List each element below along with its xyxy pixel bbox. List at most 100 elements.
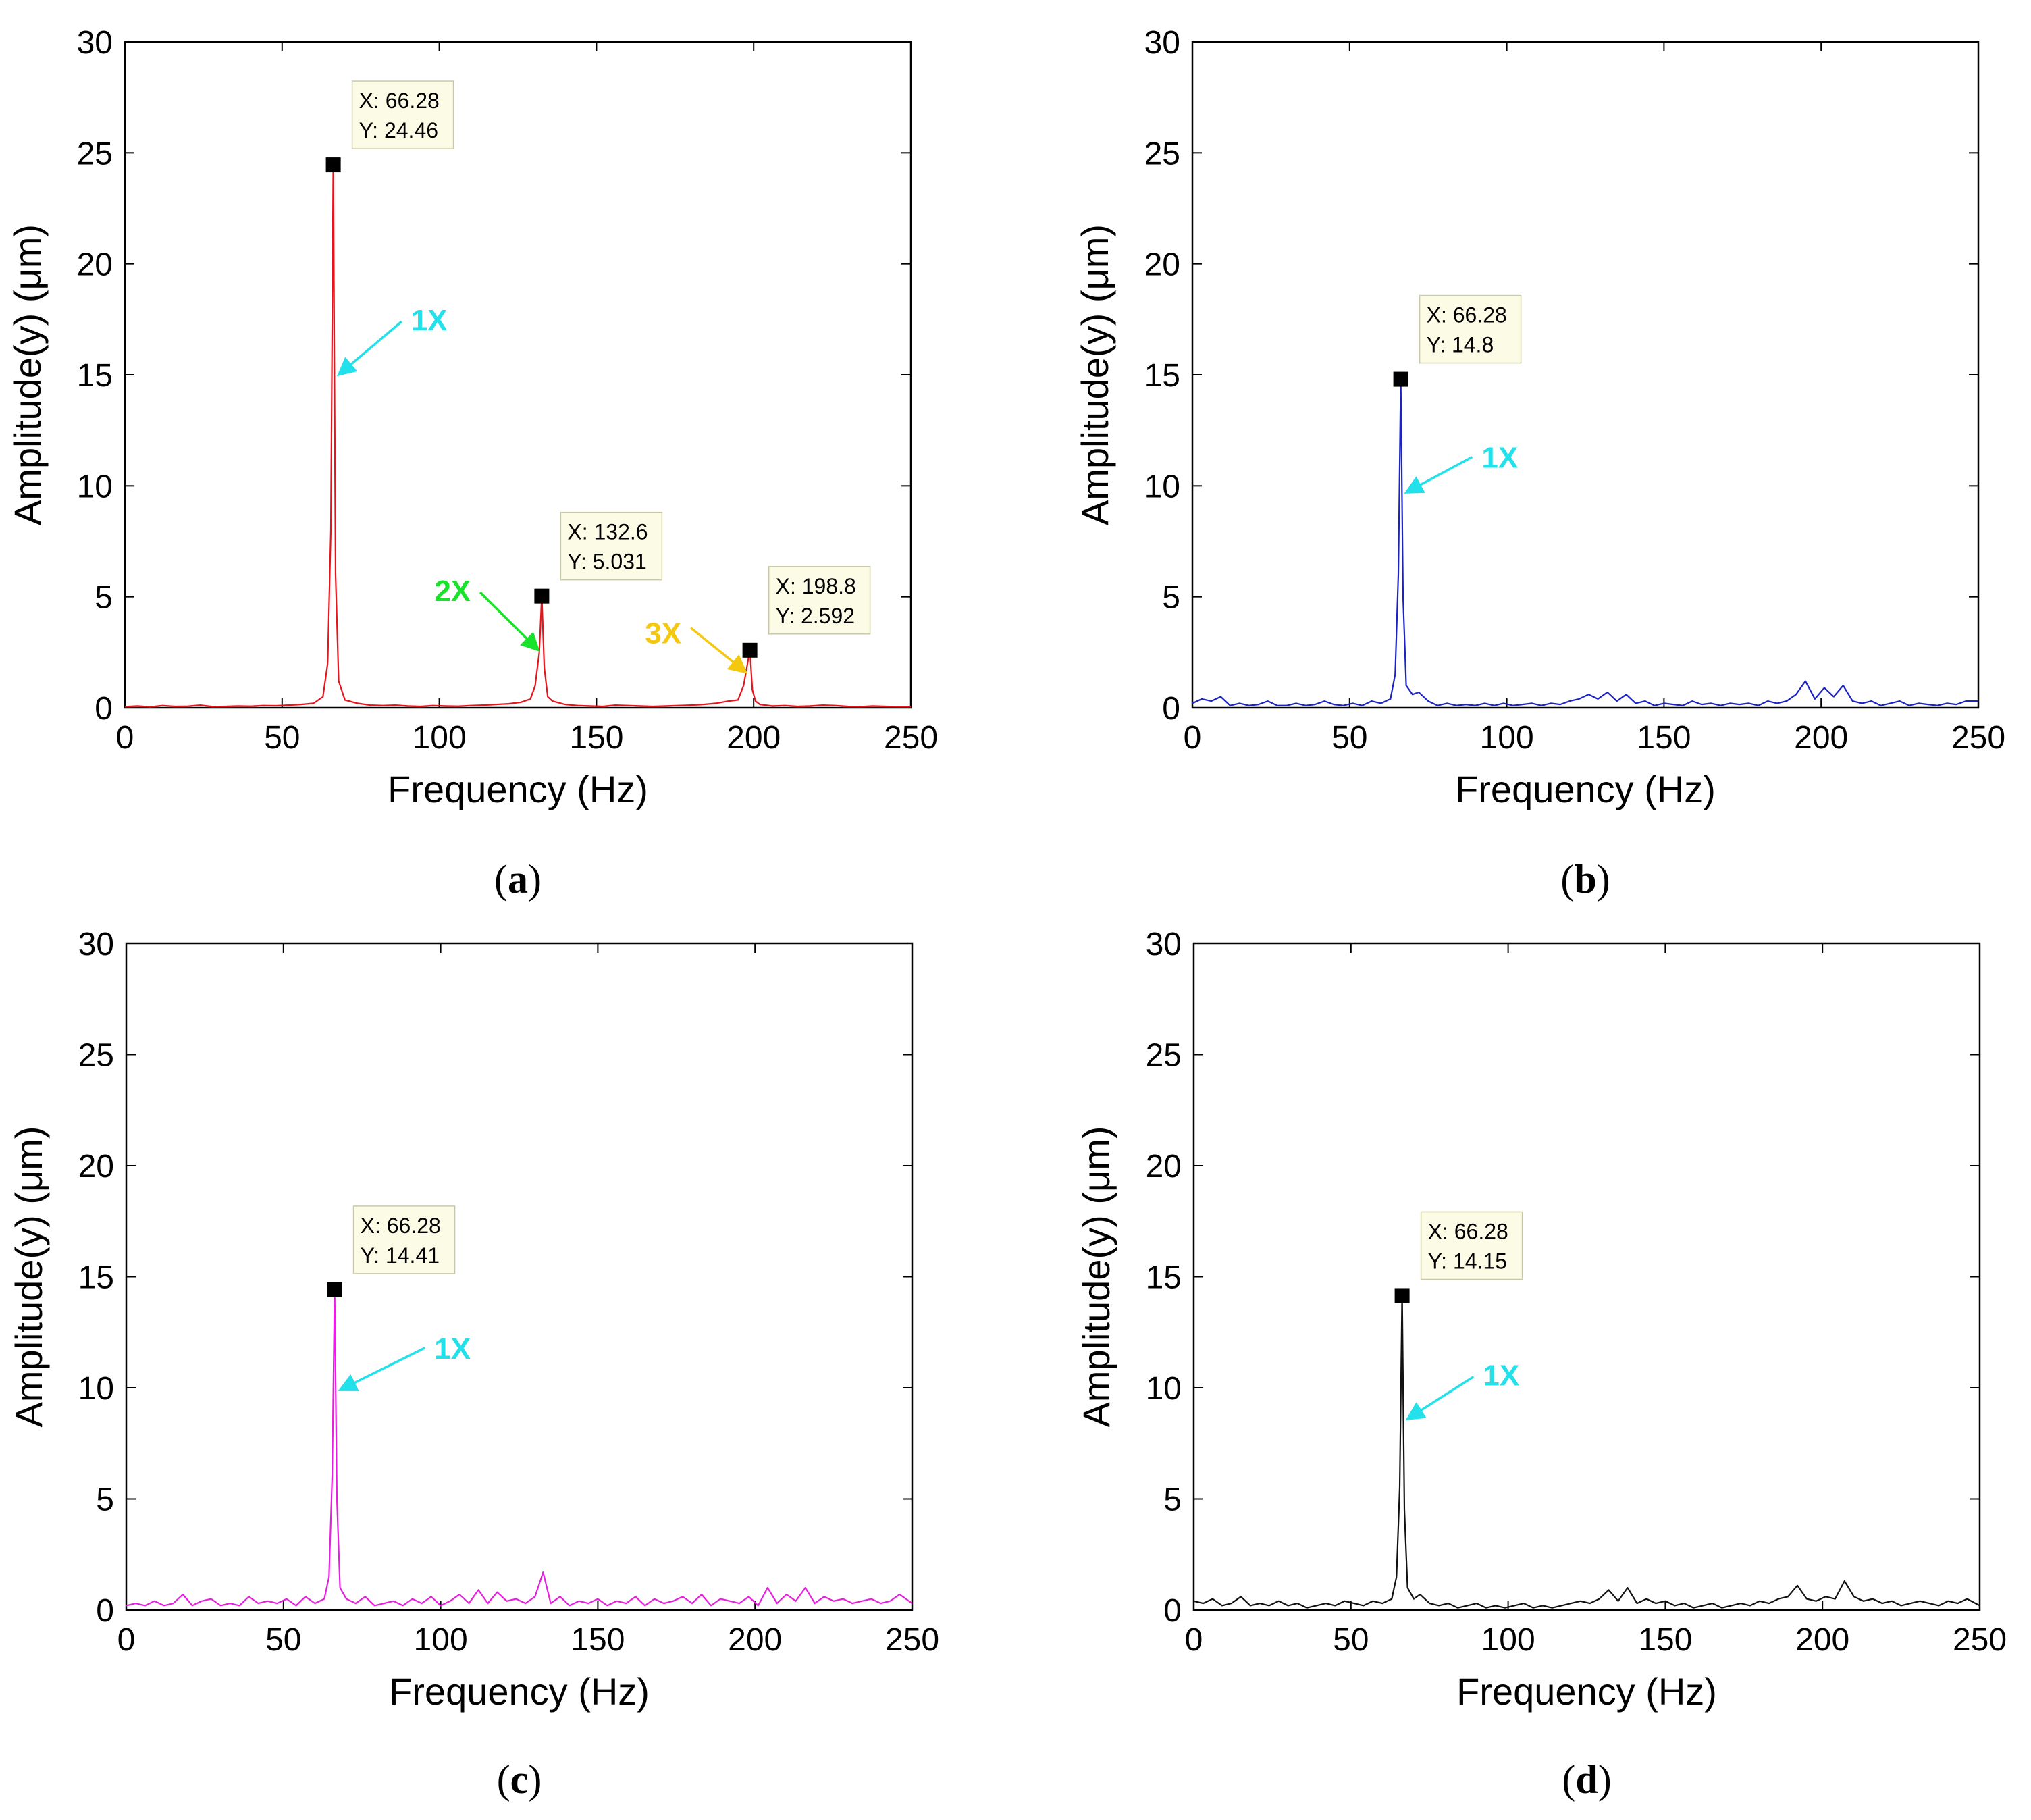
y-tick-label: 20 [1146,1149,1182,1185]
y-tick-label: 20 [78,1149,114,1185]
y-tick-label: 15 [77,358,113,394]
y-axis-label: Amplitude(y) (μm) [6,224,49,525]
x-tick-label: 250 [884,720,938,756]
y-tick-label: 0 [95,691,113,727]
series-line [1193,1295,1980,1609]
x-tick-label: 200 [1794,720,1848,756]
x-tick-label: 100 [1480,720,1534,756]
series-line [1192,378,1978,706]
datatip-box [768,566,871,635]
panel-caption: (d) [1562,1757,1611,1802]
y-tick-label: 30 [1146,927,1182,962]
datatip-box [351,80,454,149]
annotation-arrow [479,591,540,652]
datatip-x-text: X: 66.28 [1428,1219,1508,1243]
datatip-box [1420,1211,1523,1280]
datatip-marker [534,588,550,604]
y-tick-label: 15 [1144,358,1180,394]
datatip-marker [1394,1288,1410,1303]
annotation-arrow [1404,456,1473,494]
panel-caption: (b) [1560,857,1610,902]
y-tick-label: 0 [1163,1593,1182,1629]
y-tick-label: 25 [78,1038,114,1074]
datatip-x-text: X: 132.6 [567,520,648,544]
x-tick-label: 200 [1795,1622,1849,1658]
panel-caption: (a) [494,857,542,902]
x-tick-label: 250 [1951,720,2005,756]
datatip-x-text: X: 66.28 [1427,303,1507,328]
x-tick-label: 100 [414,1622,468,1658]
y-tick-label: 5 [1163,1482,1182,1518]
annotation-arrow [336,320,402,377]
y-tick-label: 10 [77,469,113,504]
x-tick-label: 0 [116,720,134,756]
y-tick-label: 10 [1144,469,1180,504]
panel-caption: (c) [497,1757,542,1802]
x-tick-label: 150 [1637,720,1691,756]
y-axis-label: Amplitude(y) (μm) [7,1126,50,1427]
x-axis-label: Frequency (Hz) [1456,1670,1717,1713]
y-tick-label: 20 [77,247,113,283]
y-tick-label: 25 [77,136,113,172]
x-tick-label: 150 [569,720,623,756]
datatip-marker [742,642,758,658]
x-tick-label: 250 [885,1622,939,1658]
harmonic-label: 1X [434,1332,471,1366]
y-tick-label: 5 [1162,580,1180,616]
y-tick-label: 15 [78,1260,114,1296]
datatip-x-text: X: 66.28 [361,1214,441,1238]
harmonic-label: 2X [434,575,471,608]
y-tick-label: 0 [96,1593,114,1629]
datatip-y-text: Y: 24.46 [359,118,438,142]
y-tick-label: 10 [1146,1371,1182,1407]
panel-c: 0 50 100 150 200 250 0 5 10 15 20 25 30 Frequency (Hz… [7,927,939,1802]
datatip-marker [327,1282,342,1297]
x-tick-label: 150 [571,1622,625,1658]
datatip-y-text: Y: 5.031 [567,550,646,574]
datatip-box [1419,294,1522,364]
x-tick-label: 0 [117,1622,136,1658]
x-tick-label: 50 [264,720,300,756]
x-tick-label: 150 [1638,1622,1692,1658]
x-axis-label: Frequency (Hz) [389,1670,650,1713]
y-tick-label: 25 [1144,136,1180,172]
y-axis-label: Amplitude(y) (μm) [1074,224,1116,525]
y-tick-label: 10 [78,1371,114,1407]
x-tick-label: 200 [727,720,781,756]
annotation-arrow [338,1347,426,1391]
x-tick-label: 50 [1331,720,1367,756]
y-axis-label: Amplitude(y) (μm) [1075,1126,1117,1427]
harmonic-label: 1X [1481,442,1518,475]
x-tick-label: 0 [1184,720,1202,756]
datatip-y-text: Y: 14.15 [1428,1249,1507,1273]
x-axis-label: Frequency (Hz) [388,768,648,810]
y-tick-label: 20 [1144,247,1180,283]
panel-d: 0 50 100 150 200 250 0 5 10 15 20 25 30 Frequency (Hz… [1075,927,2007,1802]
series-line [126,1289,913,1607]
annotation-arrow [689,627,748,674]
harmonic-label: 1X [1483,1359,1519,1392]
datatip-marker [1393,371,1408,387]
datatip-y-text: Y: 14.41 [361,1243,440,1268]
datatip-y-text: Y: 14.8 [1427,333,1494,357]
datatip-x-text: X: 198.8 [776,574,856,598]
y-tick-label: 30 [1144,25,1180,61]
harmonic-label: 3X [645,617,681,650]
y-tick-label: 5 [95,580,113,616]
datatip-box [560,511,663,581]
series-line [124,164,911,708]
x-tick-label: 100 [413,720,467,756]
x-tick-label: 0 [1185,1622,1203,1658]
datatip-x-text: X: 66.28 [359,88,440,113]
panel-b: 0 50 100 150 200 250 0 5 10 15 20 25 30 Frequency (Hz… [1074,25,2005,902]
x-tick-label: 250 [1953,1622,2007,1658]
harmonic-label: 1X [411,304,448,337]
x-axis-label: Frequency (Hz) [1455,768,1716,810]
y-tick-label: 0 [1162,691,1180,727]
datatip-marker [325,157,341,173]
y-tick-label: 5 [96,1482,114,1518]
y-tick-label: 15 [1146,1260,1182,1296]
datatip-box [352,1205,456,1274]
